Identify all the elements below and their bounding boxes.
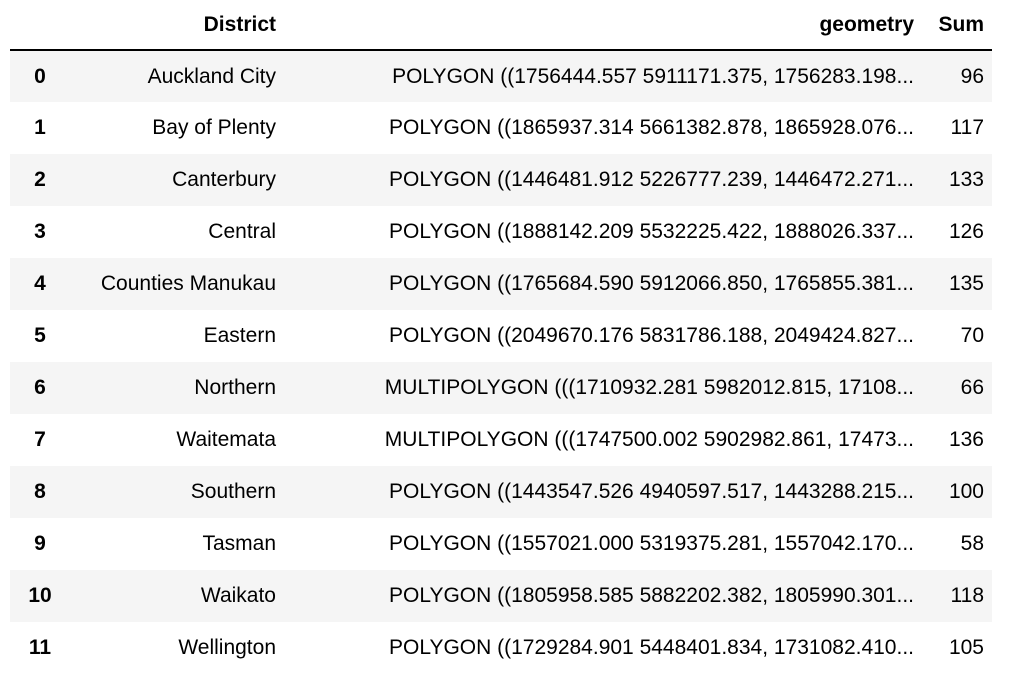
- row-index: 4: [34, 272, 46, 295]
- sum-cell: 105: [948, 636, 984, 659]
- geometry-cell: POLYGON ((1446481.912 5226777.239, 14464…: [388, 168, 914, 191]
- table-row: 3 Central POLYGON ((1888142.209 5532225.…: [10, 206, 992, 258]
- district-cell: Waitemata: [176, 428, 276, 451]
- row-index: 8: [34, 480, 46, 503]
- district-cell: Auckland City: [147, 64, 276, 88]
- sum-cell: 100: [948, 480, 984, 503]
- sum-cell: 135: [948, 272, 984, 295]
- district-cell: Central: [208, 220, 276, 243]
- sum-cell: 117: [950, 116, 984, 139]
- row-index: 10: [28, 584, 52, 607]
- sum-cell: 70: [960, 324, 984, 347]
- sum-cell: 126: [948, 220, 984, 243]
- column-header-geometry: geometry: [284, 0, 922, 51]
- district-cell: Wellington: [178, 636, 276, 659]
- table-row: 5 Eastern POLYGON ((2049670.176 5831786.…: [10, 310, 992, 362]
- sum-cell: 96: [960, 64, 984, 88]
- sum-cell: 118: [950, 584, 984, 607]
- index-header: [10, 0, 70, 51]
- table-row: 8 Southern POLYGON ((1443547.526 4940597…: [10, 466, 992, 518]
- row-index: 6: [34, 376, 46, 399]
- geometry-cell: POLYGON ((1805958.585 5882202.382, 18059…: [388, 584, 914, 607]
- district-cell: Southern: [190, 480, 276, 503]
- district-cell: Tasman: [202, 532, 276, 555]
- table-header: District geometry Sum: [10, 0, 992, 51]
- table-row: 6 Northern MULTIPOLYGON (((1710932.281 5…: [10, 362, 992, 414]
- dataframe-table: District geometry Sum 0 Auckland City PO…: [10, 0, 992, 674]
- district-cell: Waikato: [200, 584, 276, 607]
- table-row: 10 Waikato POLYGON ((1805958.585 5882202…: [10, 570, 992, 622]
- sum-cell: 58: [960, 532, 984, 555]
- header-row: District geometry Sum: [10, 0, 992, 51]
- geometry-cell: POLYGON ((1756444.557 5911171.375, 17562…: [392, 64, 914, 88]
- geometry-cell: POLYGON ((1765684.590 5912066.850, 17658…: [388, 272, 914, 295]
- sum-cell: 133: [948, 168, 984, 191]
- table-row: 11 Wellington POLYGON ((1729284.901 5448…: [10, 622, 992, 674]
- geometry-cell: POLYGON ((1888142.209 5532225.422, 18880…: [388, 220, 914, 243]
- row-index: 2: [34, 168, 46, 191]
- table-row: 9 Tasman POLYGON ((1557021.000 5319375.2…: [10, 518, 992, 570]
- sum-cell: 136: [948, 428, 984, 451]
- geometry-cell: POLYGON ((2049670.176 5831786.188, 20494…: [388, 324, 914, 347]
- district-cell: Bay of Plenty: [152, 116, 276, 139]
- district-cell: Canterbury: [172, 168, 276, 191]
- table-row: 4 Counties Manukau POLYGON ((1765684.590…: [10, 258, 992, 310]
- column-header-sum: Sum: [922, 0, 992, 51]
- district-cell: Eastern: [203, 324, 276, 347]
- row-index: 7: [34, 428, 46, 451]
- row-index: 1: [34, 116, 46, 139]
- row-index: 9: [34, 532, 46, 555]
- geometry-cell: POLYGON ((1729284.901 5448401.834, 17310…: [388, 636, 914, 659]
- column-header-district: District: [70, 0, 284, 51]
- geometry-cell: POLYGON ((1557021.000 5319375.281, 15570…: [388, 532, 914, 555]
- district-cell: Northern: [194, 376, 276, 399]
- row-index: 11: [28, 636, 52, 659]
- geometry-cell: MULTIPOLYGON (((1747500.002 5902982.861,…: [384, 428, 914, 451]
- table-row: 0 Auckland City POLYGON ((1756444.557 59…: [10, 50, 992, 102]
- district-cell: Counties Manukau: [100, 272, 276, 295]
- row-index: 0: [34, 64, 46, 88]
- geometry-cell: POLYGON ((1443547.526 4940597.517, 14432…: [388, 480, 914, 503]
- table-row: 1 Bay of Plenty POLYGON ((1865937.314 56…: [10, 102, 992, 154]
- table-body: 0 Auckland City POLYGON ((1756444.557 59…: [10, 50, 992, 674]
- geometry-cell: POLYGON ((1865937.314 5661382.878, 18659…: [388, 116, 914, 139]
- table-row: 7 Waitemata MULTIPOLYGON (((1747500.002 …: [10, 414, 992, 466]
- sum-cell: 66: [960, 376, 984, 399]
- row-index: 5: [34, 324, 46, 347]
- row-index: 3: [34, 220, 46, 243]
- geometry-cell: MULTIPOLYGON (((1710932.281 5982012.815,…: [384, 376, 914, 399]
- table-row: 2 Canterbury POLYGON ((1446481.912 52267…: [10, 154, 992, 206]
